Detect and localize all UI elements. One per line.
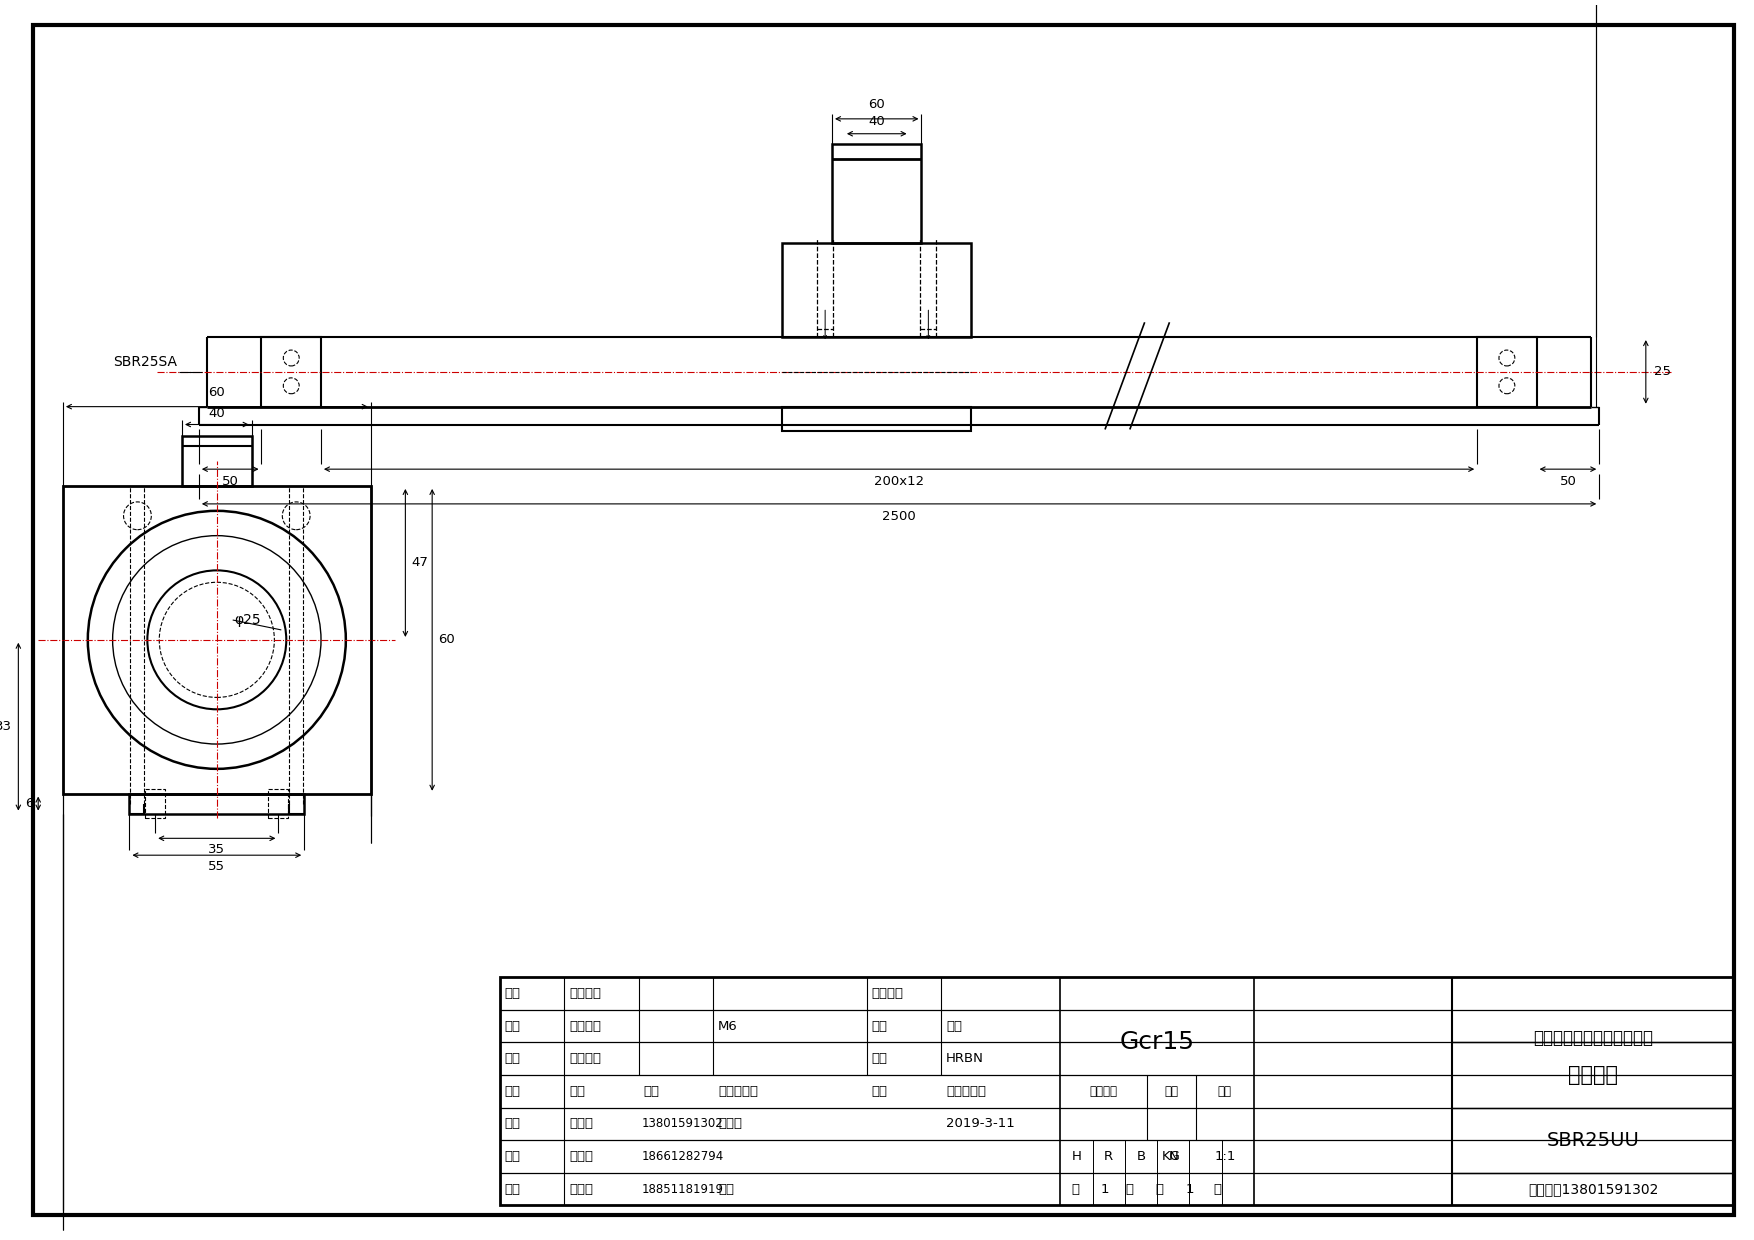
Text: 25: 25	[1654, 366, 1672, 378]
Text: 品牌: 品牌	[872, 1053, 888, 1065]
Text: 1:1: 1:1	[1214, 1149, 1235, 1163]
Text: 审核: 审核	[505, 1149, 521, 1163]
Text: 6: 6	[25, 797, 33, 810]
Text: 13801591302: 13801591302	[642, 1117, 723, 1131]
Text: 刘长岭: 刘长岭	[568, 1117, 593, 1131]
Bar	[146, 789, 165, 818]
Text: 张: 张	[1126, 1183, 1133, 1195]
Text: 批准: 批准	[717, 1183, 733, 1195]
Text: 33: 33	[0, 720, 12, 733]
Text: 设计: 设计	[505, 1117, 521, 1131]
Text: φ25: φ25	[235, 613, 261, 627]
Bar	[831, 144, 921, 243]
Text: 重量: 重量	[1165, 1085, 1179, 1097]
Bar	[782, 243, 972, 337]
Text: 南京哈宁轴承制造有限公司: 南京哈宁轴承制造有限公司	[1533, 1028, 1654, 1047]
Bar	[782, 407, 972, 432]
Bar	[261, 337, 321, 407]
Text: 订货电话13801591302: 订货电话13801591302	[1528, 1182, 1659, 1197]
Text: 褴母重量: 褴母重量	[568, 1053, 602, 1065]
Text: 导程: 导程	[505, 1019, 521, 1033]
Text: 1: 1	[1186, 1183, 1193, 1195]
Text: 直线导轨: 直线导轨	[1568, 1065, 1619, 1085]
Text: 18661282794: 18661282794	[642, 1149, 724, 1163]
Text: 35: 35	[209, 843, 225, 857]
Text: 60: 60	[868, 98, 886, 110]
Bar	[182, 436, 251, 486]
Text: 标准化: 标准化	[717, 1117, 742, 1131]
Text: M6: M6	[717, 1019, 738, 1033]
Text: 200x12: 200x12	[873, 475, 924, 489]
Text: Gcr15: Gcr15	[1119, 1030, 1194, 1054]
Text: 刘献宁: 刘献宁	[568, 1149, 593, 1163]
Bar	[63, 486, 370, 794]
Text: SBR25SA: SBR25SA	[112, 355, 177, 370]
Bar	[130, 794, 303, 813]
Text: R: R	[1105, 1149, 1114, 1163]
Text: 18851181919: 18851181919	[642, 1183, 724, 1195]
Text: 工艺: 工艺	[505, 1183, 521, 1195]
Text: 直径: 直径	[505, 987, 521, 999]
Text: 50: 50	[1559, 475, 1577, 489]
Text: 圈数: 圈数	[505, 1053, 521, 1065]
Text: 1: 1	[1102, 1183, 1109, 1195]
Text: 60: 60	[438, 634, 454, 646]
Text: 褴母编号: 褴母编号	[872, 987, 903, 999]
Text: 钉球直径: 钉球直径	[568, 987, 602, 999]
Text: 标记: 标记	[505, 1085, 521, 1097]
Text: 签名: 签名	[872, 1085, 888, 1097]
Text: 2019-3-11: 2019-3-11	[945, 1117, 1016, 1131]
Text: 更改文件号: 更改文件号	[717, 1085, 758, 1097]
Text: 田海飞: 田海飞	[568, 1183, 593, 1195]
Text: 40: 40	[209, 407, 225, 419]
Text: 60: 60	[209, 386, 225, 399]
Text: 共: 共	[1072, 1183, 1079, 1195]
Text: 比例: 比例	[1217, 1085, 1231, 1097]
Text: 分区: 分区	[644, 1085, 660, 1097]
Text: N: N	[1168, 1149, 1179, 1163]
Text: 产地: 产地	[872, 1019, 888, 1033]
Text: 40: 40	[868, 115, 886, 128]
Text: 55: 55	[209, 861, 225, 873]
Bar	[268, 789, 288, 818]
Bar	[500, 977, 1735, 1205]
Text: HRBN: HRBN	[945, 1053, 984, 1065]
Text: 阶段标记: 阶段标记	[1089, 1085, 1117, 1097]
Text: H: H	[1072, 1149, 1082, 1163]
Text: KG: KG	[1163, 1149, 1180, 1163]
Text: 油嘴尺寸: 油嘴尺寸	[568, 1019, 602, 1033]
Text: 2500: 2500	[882, 510, 916, 523]
Text: 50: 50	[221, 475, 239, 489]
Bar	[1477, 337, 1537, 407]
Text: 年、月、日: 年、月、日	[945, 1085, 986, 1097]
Text: 47: 47	[412, 557, 428, 569]
Text: 处数: 处数	[568, 1085, 586, 1097]
Text: 张: 张	[1214, 1183, 1221, 1195]
Text: SBR25UU: SBR25UU	[1547, 1131, 1640, 1149]
Text: 第: 第	[1156, 1183, 1163, 1195]
Text: 南京: 南京	[945, 1019, 963, 1033]
Text: B: B	[1137, 1149, 1145, 1163]
